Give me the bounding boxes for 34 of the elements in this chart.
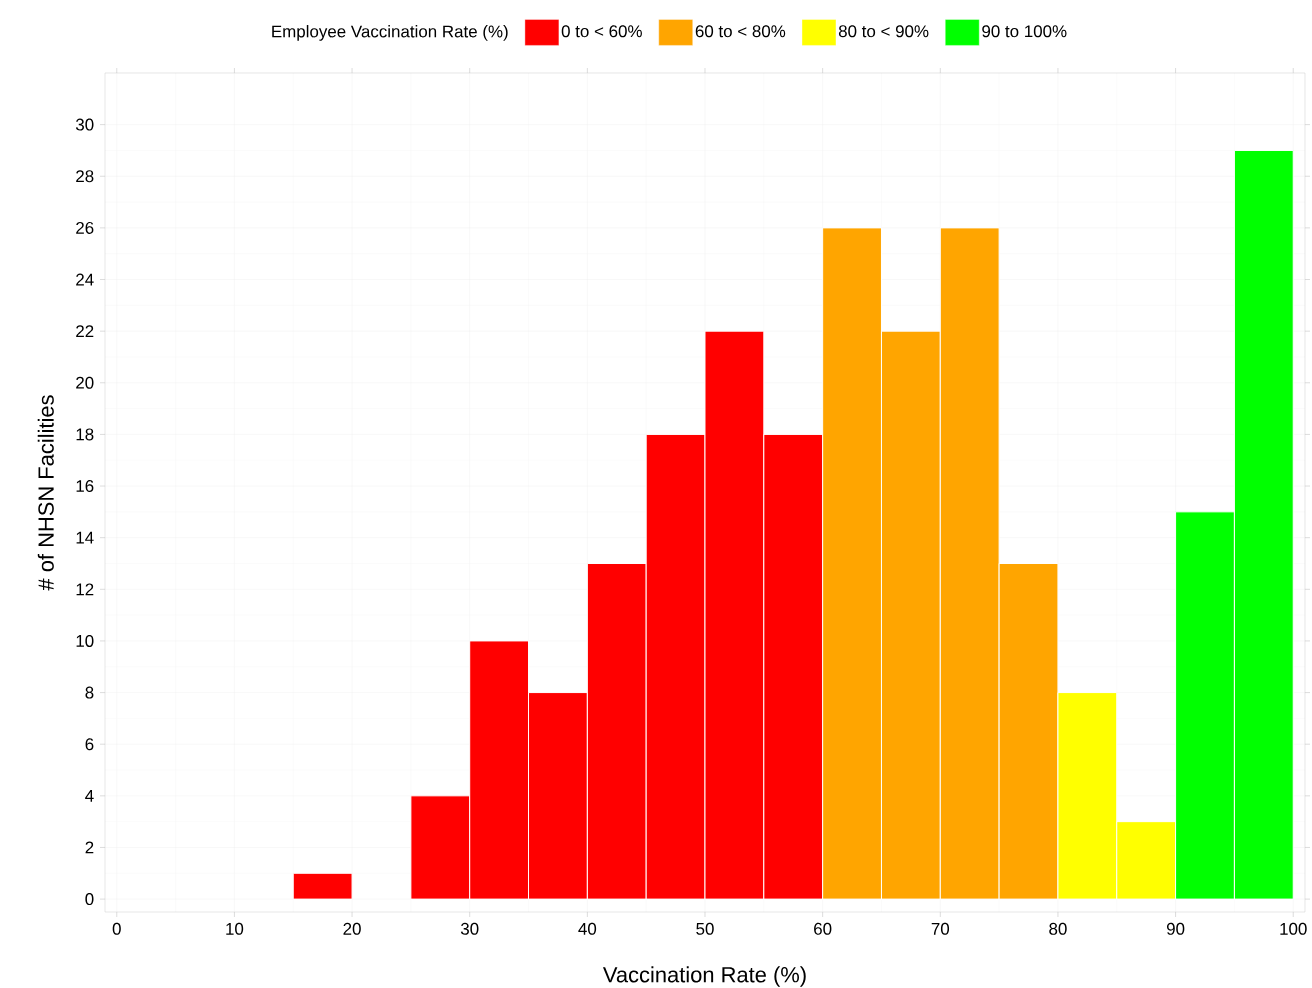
- legend-label: 60 to < 80%: [695, 25, 786, 38]
- y-tick-label: 10: [76, 634, 94, 647]
- x-tick-label: 10: [226, 922, 244, 935]
- y-tick-label: 22: [76, 325, 94, 338]
- x-tick-label: 80: [1049, 922, 1067, 935]
- legend-label: 90 to 100%: [982, 25, 1067, 38]
- y-tick-label: 6: [85, 738, 94, 751]
- y-tick-label: 0: [85, 893, 94, 906]
- y-axis-title: # of NHSN Facilities: [37, 395, 54, 591]
- x-tick-label: 0: [112, 922, 121, 935]
- y-tick-label: 2: [85, 841, 94, 854]
- y-tick-label: 18: [76, 428, 94, 441]
- x-tick-label: 100: [1280, 922, 1307, 935]
- y-tick-label: 30: [75, 118, 94, 131]
- y-tick-label: 14: [76, 531, 94, 544]
- legend-label: 80 to < 90%: [838, 25, 929, 38]
- y-tick-label: 4: [85, 790, 94, 802]
- y-tick-label: 12: [76, 583, 94, 596]
- x-tick-label: 60: [814, 922, 832, 935]
- legend-label: 0 to < 60%: [561, 25, 642, 38]
- y-tick-label: 20: [76, 376, 94, 389]
- x-tick-label: 30: [460, 922, 479, 935]
- x-tick-label: 20: [343, 922, 361, 935]
- y-tick-label: 16: [76, 480, 94, 493]
- legend-title: Employee Vaccination Rate (%): [272, 25, 508, 41]
- y-tick-label: 26: [76, 221, 94, 234]
- y-tick-label: 28: [76, 170, 94, 183]
- x-tick-label: 90: [1166, 922, 1185, 935]
- x-tick-label: 40: [578, 922, 597, 935]
- x-axis-title: Vaccination Rate (%): [602, 966, 806, 987]
- x-tick-label: 70: [931, 922, 950, 935]
- x-tick-label: 50: [696, 922, 714, 935]
- y-tick-label: 8: [85, 686, 94, 699]
- y-tick-label: 24: [76, 273, 94, 286]
